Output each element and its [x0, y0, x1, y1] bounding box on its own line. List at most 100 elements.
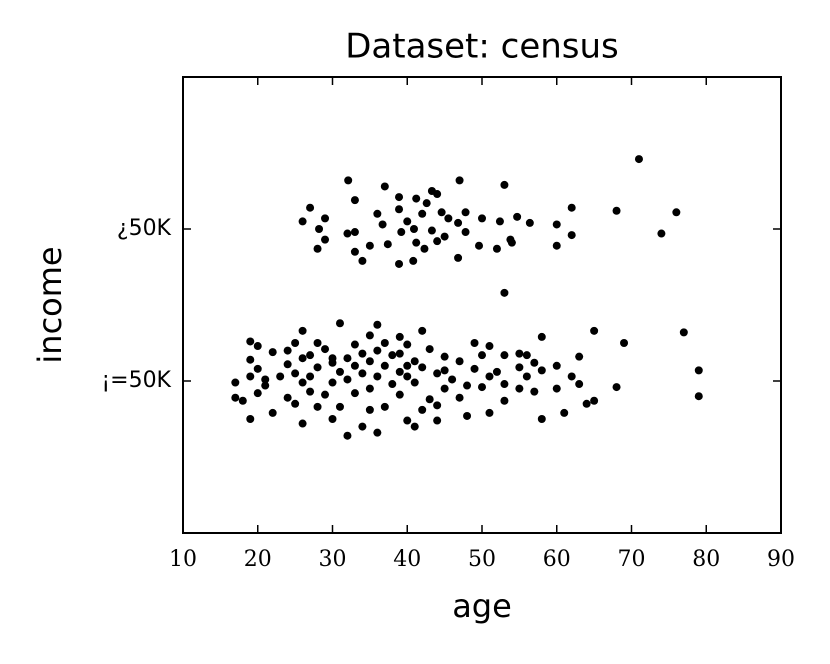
point — [444, 214, 453, 223]
point — [552, 361, 561, 370]
point — [575, 352, 584, 361]
plot-frame — [182, 76, 782, 534]
point — [395, 367, 404, 376]
point — [552, 220, 561, 229]
point — [395, 390, 404, 399]
point — [620, 339, 629, 347]
point — [283, 360, 292, 369]
point — [425, 395, 434, 404]
point — [463, 411, 472, 420]
x-tick-label: 40 — [393, 547, 421, 572]
point — [321, 235, 330, 244]
point — [358, 369, 367, 378]
point — [358, 349, 367, 358]
point — [350, 340, 359, 349]
point — [455, 357, 464, 366]
point — [455, 176, 464, 185]
x-tick-label: 90 — [767, 547, 795, 572]
point — [515, 349, 524, 358]
point — [276, 372, 285, 381]
point — [350, 389, 359, 398]
point — [321, 345, 330, 354]
point — [412, 238, 421, 247]
point — [253, 364, 262, 373]
point — [358, 422, 367, 431]
point — [403, 340, 412, 349]
point — [313, 244, 322, 253]
point — [530, 387, 539, 396]
point — [246, 337, 255, 346]
point — [246, 355, 255, 364]
point — [306, 351, 315, 360]
point — [403, 361, 412, 370]
point — [634, 155, 643, 164]
point — [268, 408, 277, 417]
point — [500, 396, 509, 405]
point — [478, 351, 486, 360]
point — [328, 415, 337, 423]
point — [395, 349, 404, 358]
point — [537, 366, 546, 375]
y-axis-label: income — [31, 246, 69, 363]
point — [478, 214, 486, 223]
point — [567, 231, 576, 240]
point — [388, 380, 397, 389]
point — [397, 228, 406, 237]
point — [403, 416, 412, 425]
point — [507, 238, 516, 247]
point — [433, 190, 442, 199]
point — [612, 383, 621, 392]
point — [373, 428, 382, 437]
point — [485, 408, 494, 417]
point — [358, 256, 367, 265]
point — [261, 381, 270, 390]
point — [335, 319, 344, 328]
point — [515, 363, 524, 372]
point — [500, 180, 509, 189]
point — [335, 367, 344, 376]
point — [306, 203, 315, 212]
point — [433, 369, 442, 378]
point — [560, 408, 569, 417]
point — [350, 228, 359, 237]
point — [425, 345, 434, 354]
point — [373, 372, 382, 381]
point — [575, 380, 584, 389]
point — [343, 375, 352, 384]
x-tick-label: 20 — [244, 547, 272, 572]
point — [437, 208, 446, 217]
point — [313, 339, 322, 347]
point — [440, 352, 449, 361]
point — [298, 354, 307, 363]
point — [373, 346, 382, 355]
point — [433, 401, 442, 410]
point — [455, 393, 464, 402]
point — [410, 357, 419, 366]
point — [383, 240, 392, 249]
point — [420, 244, 429, 253]
point — [492, 244, 501, 253]
point — [552, 384, 561, 393]
y-tick-label: ¿50K — [117, 216, 172, 241]
point — [380, 182, 389, 191]
point — [422, 199, 431, 208]
point — [475, 241, 484, 250]
point — [522, 372, 531, 381]
point — [567, 372, 576, 381]
point — [530, 358, 539, 367]
point — [694, 392, 703, 401]
point — [515, 384, 524, 393]
x-tick-label: 60 — [543, 547, 571, 572]
point — [500, 351, 509, 360]
point — [470, 364, 479, 373]
point — [313, 363, 322, 372]
point — [403, 372, 412, 381]
point — [522, 351, 531, 360]
point — [418, 405, 427, 414]
point — [343, 431, 352, 440]
x-tick-label: 10 — [169, 547, 197, 572]
point — [231, 378, 240, 387]
point — [410, 422, 419, 431]
point — [283, 346, 292, 355]
